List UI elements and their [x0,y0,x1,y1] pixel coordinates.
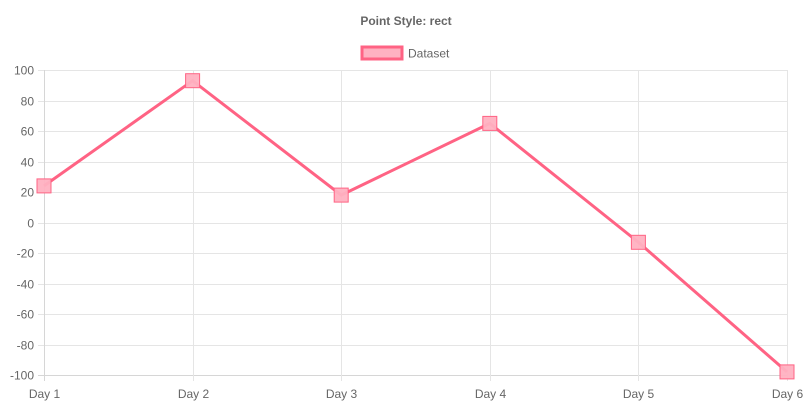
y-tick-label: 80 [21,95,35,109]
x-tick-label: Day 5 [623,387,655,401]
y-axis-ticks: 100 80 60 40 20 0 -20 -40 -60 -80 -100 [10,64,34,383]
y-tick-label: -20 [17,247,35,261]
data-points [36,73,795,380]
legend[interactable]: Dataset [360,45,450,61]
series-line [43,78,788,374]
x-tick-label: Day 6 [772,387,804,401]
data-point[interactable] [36,178,52,194]
y-tick-label: 0 [27,217,34,231]
data-series [43,78,788,374]
y-tick-label: 60 [21,125,35,139]
legend-label[interactable]: Dataset [408,47,450,61]
y-tick-label: -60 [17,308,35,322]
y-tick-label: -40 [17,278,35,292]
y-tick-label: 100 [14,64,34,78]
y-tick-label: -100 [10,369,34,383]
y-tick-label: 20 [21,186,35,200]
data-point[interactable] [185,73,201,89]
x-axis-ticks: Day 1 Day 2 Day 3 Day 4 Day 5 Day 6 [29,387,804,401]
y-tick-label: -80 [17,339,35,353]
data-point[interactable] [482,115,498,131]
x-tick-label: Day 1 [29,387,61,401]
x-tick-label: Day 3 [326,387,358,401]
chart-title: Point Style: rect [360,14,451,28]
y-tick-label: 40 [21,156,35,170]
data-point[interactable] [333,187,349,203]
x-tick-label: Day 2 [178,387,210,401]
grid-lines [38,70,788,381]
x-tick-label: Day 4 [475,387,507,401]
data-point[interactable] [779,364,795,380]
data-point[interactable] [630,234,646,250]
legend-swatch[interactable] [360,45,404,61]
